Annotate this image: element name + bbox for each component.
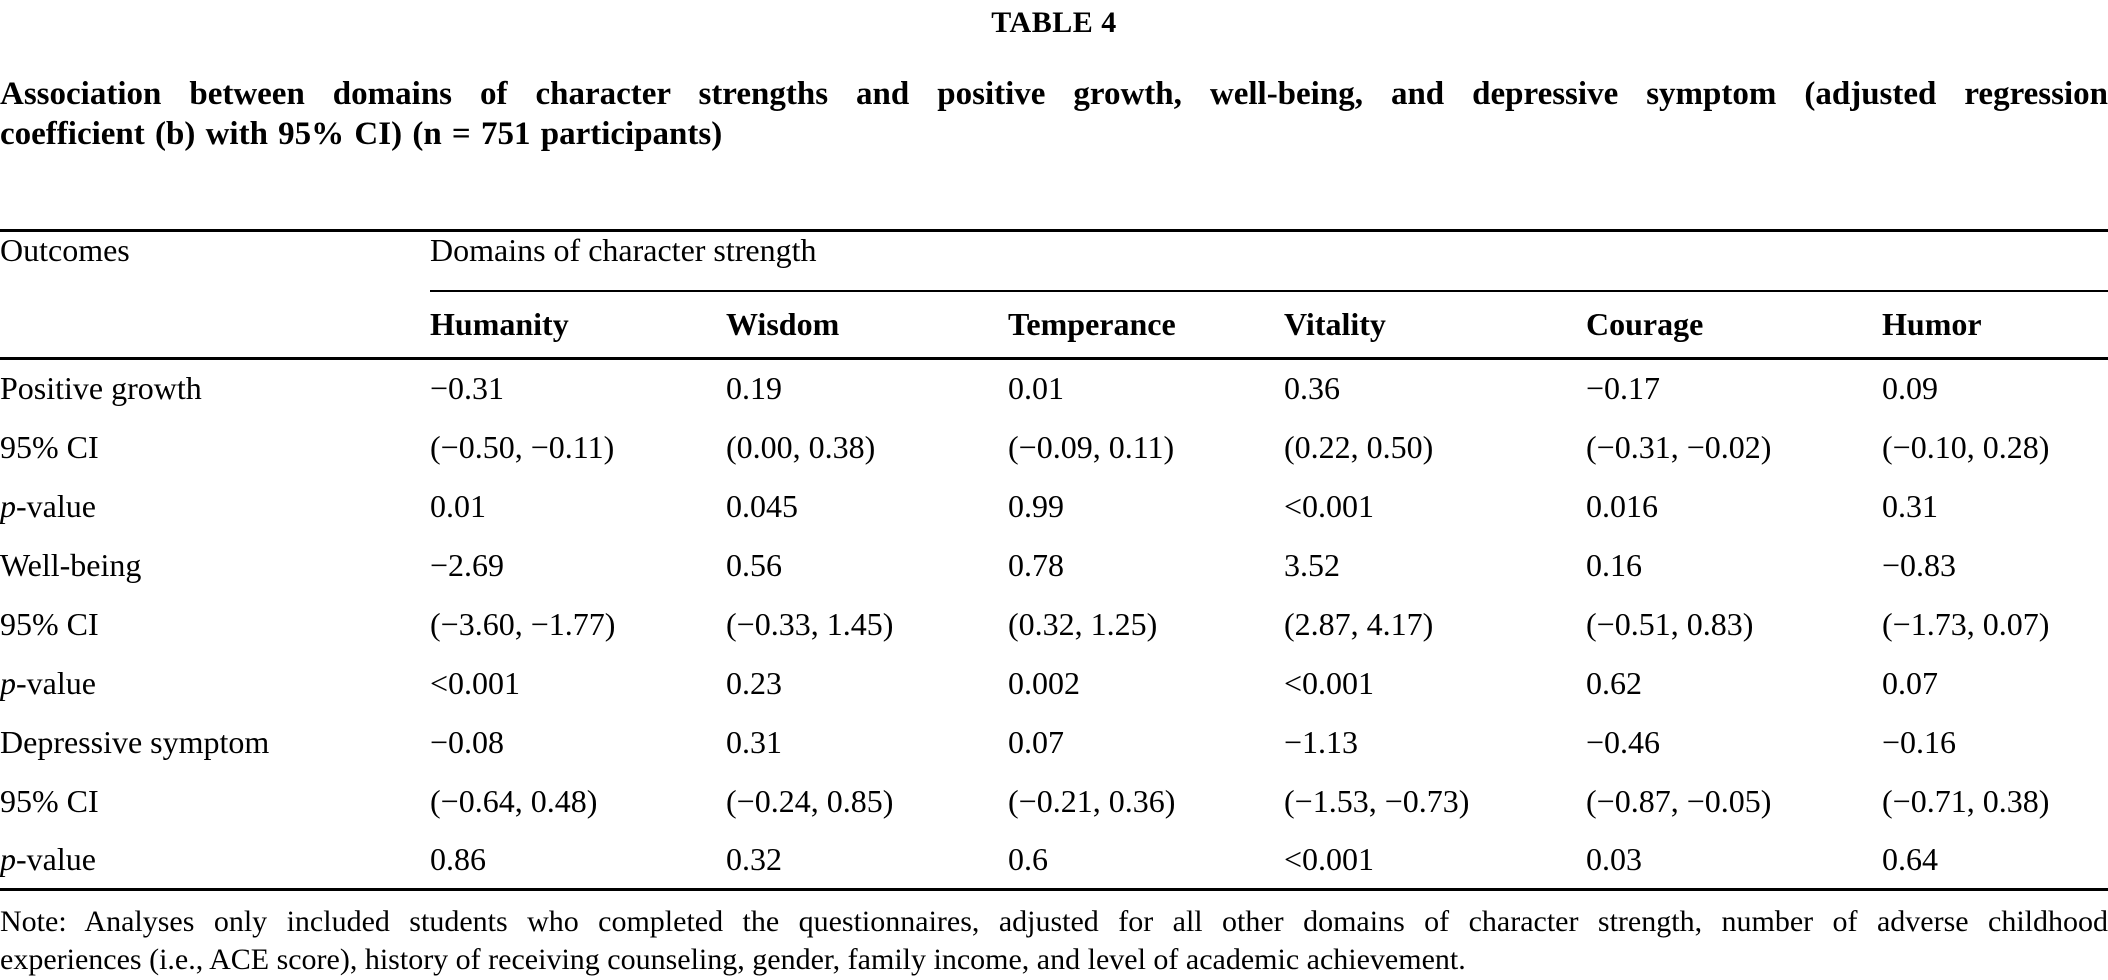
table-cell: <0.001 [1284, 840, 1375, 877]
table-cell: (−0.31, −0.02) [1586, 428, 1772, 465]
table-row: p-value <0.001 0.23 0.002 <0.001 0.62 0.… [0, 654, 2108, 713]
table-row: Well-being −2.69 0.56 0.78 3.52 0.16 −0.… [0, 536, 2108, 595]
table-cell: −0.16 [1882, 723, 1957, 760]
table-cell: (−3.60, −1.77) [430, 605, 616, 642]
table-cell: (2.87, 4.17) [1284, 605, 1434, 642]
table-cell: 0.31 [1882, 487, 1938, 524]
table-cell: 0.78 [1008, 546, 1064, 583]
table-number-label: TABLE 4 [991, 6, 1117, 39]
column-header-outcomes: Outcomes [0, 230, 430, 360]
table-cell: (−0.21, 0.36) [1008, 782, 1176, 819]
table-cell: 0.07 [1882, 664, 1938, 701]
table-cell: (0.32, 1.25) [1008, 605, 1158, 642]
table-cell: 0.23 [726, 664, 782, 701]
table-cell: 0.62 [1586, 664, 1642, 701]
table-row: p-value 0.01 0.045 0.99 <0.001 0.016 0.3… [0, 477, 2108, 536]
table-cell: (0.22, 0.50) [1284, 428, 1434, 465]
table-cell: −0.31 [430, 370, 505, 407]
table-cell: −0.83 [1882, 546, 1957, 583]
table-cell: (−0.50, −0.11) [430, 428, 615, 465]
note-line-2: experiences (i.e., ACE score), history o… [0, 943, 1466, 976]
table-cell: 0.31 [726, 723, 782, 760]
table-row: p-value 0.86 0.32 0.6 <0.001 0.03 0.64 [0, 831, 2108, 890]
table-cell: −1.13 [1284, 723, 1359, 760]
row-label: Well-being [0, 546, 142, 583]
row-label: p-value [0, 487, 96, 524]
table-cell: (0.00, 0.38) [726, 428, 876, 465]
header-row-spanner: Outcomes Domains of character strength [0, 230, 2108, 360]
table-cell: 0.86 [430, 840, 486, 877]
table-cell: 0.16 [1586, 546, 1642, 583]
column-header-wisdom: Wisdom [726, 290, 1008, 360]
table-cell: 0.36 [1284, 370, 1340, 407]
row-label: p-value [0, 840, 96, 877]
table-cell: −0.08 [430, 723, 505, 760]
table-cell: 0.002 [1008, 664, 1080, 701]
table-cell: 3.52 [1284, 546, 1340, 583]
table-cell: 0.6 [1008, 840, 1048, 877]
column-header-humor: Humor [1882, 290, 2108, 360]
table-cell: 0.09 [1882, 370, 1938, 407]
header-row-domains: Humanity Wisdom Temperance Vitality Cour… [0, 290, 2108, 360]
row-label: Depressive symptom [0, 723, 270, 760]
row-label: p-value [0, 664, 96, 701]
table-cell: <0.001 [1284, 487, 1375, 524]
column-header-courage: Courage [1586, 290, 1882, 360]
table-cell: (−0.09, 0.11) [1008, 428, 1175, 465]
table-cell: (−0.33, 1.45) [726, 605, 894, 642]
table-row: Positive growth −0.31 0.19 0.01 0.36 −0.… [0, 359, 2108, 418]
table-cell: −0.46 [1586, 723, 1661, 760]
table-cell: −2.69 [430, 546, 505, 583]
table-row: Depressive symptom −0.08 0.31 0.07 −1.13… [0, 713, 2108, 772]
table-cell: 0.016 [1586, 487, 1658, 524]
table-cell: 0.64 [1882, 840, 1938, 877]
spanner-header-domains: Domains of character strength [430, 230, 2108, 292]
table-cell: 0.045 [726, 487, 798, 524]
caption-line-1: Association between domains of character… [0, 76, 2108, 112]
results-table: Outcomes Domains of character strength H… [0, 229, 2108, 891]
table-cell: (−0.71, 0.38) [1882, 782, 2050, 819]
table-row: 95% CI (−3.60, −1.77) (−0.33, 1.45) (0.3… [0, 595, 2108, 654]
row-label: Positive growth [0, 370, 202, 407]
table-cell: 0.07 [1008, 723, 1064, 760]
row-label: 95% CI [0, 782, 99, 819]
table-cell: 0.99 [1008, 487, 1064, 524]
table-cell: (−0.24, 0.85) [726, 782, 894, 819]
row-label: 95% CI [0, 605, 99, 642]
table-cell: −0.17 [1586, 370, 1661, 407]
table-cell: (−0.51, 0.83) [1586, 605, 1754, 642]
column-header-temperance: Temperance [1008, 290, 1284, 360]
table-cell: <0.001 [430, 664, 521, 701]
caption-line-2: coefficient (b) with 95% CI) (n = 751 pa… [0, 116, 723, 152]
table-row: 95% CI (−0.50, −0.11) (0.00, 0.38) (−0.0… [0, 418, 2108, 477]
table-cell: (−1.73, 0.07) [1882, 605, 2050, 642]
table-cell: 0.19 [726, 370, 782, 407]
table-cell: <0.001 [1284, 664, 1375, 701]
row-label: 95% CI [0, 428, 99, 465]
table-note: Note: Analyses only included students wh… [0, 903, 2108, 979]
table-cell: (−0.10, 0.28) [1882, 428, 2050, 465]
table-caption: Association between domains of character… [0, 74, 2108, 154]
table-cell: (−0.87, −0.05) [1586, 782, 1772, 819]
table-cell: 0.32 [726, 840, 782, 877]
table-cell: (−0.64, 0.48) [430, 782, 598, 819]
table-cell: 0.03 [1586, 840, 1642, 877]
table-cell: 0.56 [726, 546, 782, 583]
table-row: 95% CI (−0.64, 0.48) (−0.24, 0.85) (−0.2… [0, 772, 2108, 831]
column-header-humanity: Humanity [430, 290, 726, 360]
table-cell: (−1.53, −0.73) [1284, 782, 1470, 819]
table-cell: 0.01 [1008, 370, 1064, 407]
note-line-1: Note: Analyses only included students wh… [0, 905, 2108, 938]
table-cell: 0.01 [430, 487, 486, 524]
column-header-vitality: Vitality [1284, 290, 1586, 360]
